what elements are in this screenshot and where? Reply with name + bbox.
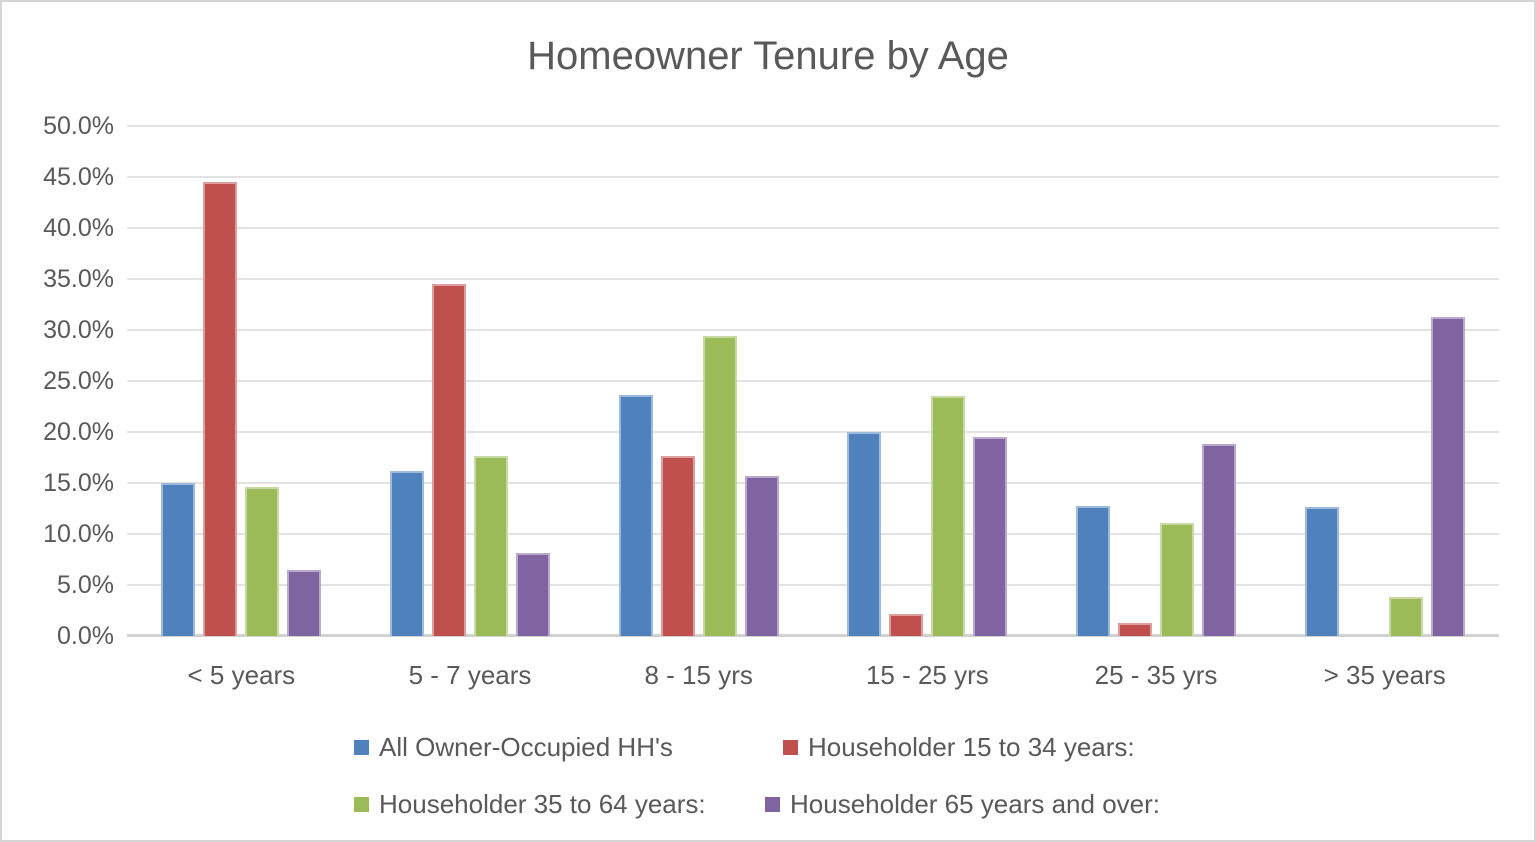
bar — [889, 613, 924, 636]
y-axis-tick-label: 45.0% — [43, 163, 114, 191]
plot-area — [127, 125, 1499, 637]
bar — [161, 483, 196, 636]
y-axis-tick-label: 15.0% — [43, 469, 114, 497]
gridline — [127, 278, 1499, 280]
legend-swatch-icon — [354, 739, 369, 755]
gridline — [127, 584, 1499, 586]
bar — [618, 395, 653, 636]
y-axis-tick-label: 0.0% — [57, 622, 114, 650]
bar — [660, 456, 695, 636]
bar — [474, 456, 508, 636]
bar — [1160, 522, 1195, 636]
gridline — [127, 176, 1499, 178]
bar-group — [127, 126, 356, 636]
x-axis-category-label: 15 - 25 yrs — [865, 660, 989, 690]
x-axis-category-label: > 35 years — [1323, 660, 1446, 690]
legend-label: Householder 65 years and over: — [790, 789, 1161, 819]
legend-item: Householder 65 years and over: — [765, 789, 1160, 819]
x-axis-category-label: < 5 years — [187, 660, 296, 690]
bar-group — [1042, 126, 1271, 636]
bar — [390, 470, 424, 636]
bar — [1202, 444, 1237, 636]
gridline — [127, 329, 1499, 331]
gridline — [127, 125, 1499, 127]
bar — [931, 396, 966, 636]
y-axis-tick-label: 40.0% — [43, 214, 114, 242]
y-axis-tick-label: 35.0% — [43, 265, 114, 293]
y-axis-tick-label: 5.0% — [57, 571, 114, 599]
bar — [847, 432, 882, 636]
legend-swatch-icon — [765, 796, 780, 812]
bar — [287, 569, 322, 636]
y-axis-tick-label: 10.0% — [43, 520, 114, 548]
bar-group — [813, 126, 1042, 636]
bar-group — [356, 126, 585, 636]
gridline — [127, 482, 1499, 484]
legend-label: Householder 15 to 34 years: — [808, 732, 1135, 762]
y-axis-tick-label: 50.0% — [43, 112, 114, 140]
chart-title: Homeowner Tenure by Age — [527, 34, 1009, 78]
bar — [1304, 507, 1339, 636]
bar-group — [584, 126, 813, 636]
x-axis-category-labels: < 5 years 5 - 7 years 8 - 15 yrs 15 - 25 yr… — [127, 658, 1499, 692]
legend-label: All Owner-Occupied HH's — [379, 732, 673, 762]
legend-item: All Owner-Occupied HH's — [354, 732, 673, 762]
x-axis-category-label: 5 - 7 years — [408, 660, 532, 690]
x-axis-category-label: 8 - 15 yrs — [644, 660, 753, 690]
gridline — [127, 380, 1499, 382]
bar — [245, 487, 280, 636]
bar — [203, 182, 238, 636]
bar — [432, 284, 466, 636]
bar — [516, 553, 550, 636]
bar — [1430, 316, 1465, 636]
gridline — [127, 227, 1499, 229]
bar — [1388, 597, 1423, 636]
x-axis-category-label: 25 - 35 yrs — [1094, 660, 1218, 690]
bar — [973, 437, 1008, 636]
bar-group — [1270, 126, 1499, 636]
legend-item: Householder 15 to 34 years: — [783, 732, 1135, 762]
bar-groups — [127, 126, 1499, 636]
y-axis-tick-label: 25.0% — [43, 367, 114, 395]
gridline — [127, 431, 1499, 433]
gridline — [127, 533, 1499, 535]
bar — [1118, 622, 1153, 636]
legend-label: Householder 35 to 64 years: — [379, 789, 706, 819]
x-axis-line — [127, 634, 1499, 637]
y-axis-tick-label: 20.0% — [43, 418, 114, 446]
bar — [1076, 506, 1111, 636]
legend-item: Householder 35 to 64 years: — [354, 789, 706, 819]
bar — [744, 475, 779, 636]
y-axis-tick-label: 30.0% — [43, 316, 114, 344]
legend-swatch-icon — [783, 739, 798, 755]
legend-swatch-icon — [354, 796, 369, 812]
bar — [702, 336, 737, 636]
